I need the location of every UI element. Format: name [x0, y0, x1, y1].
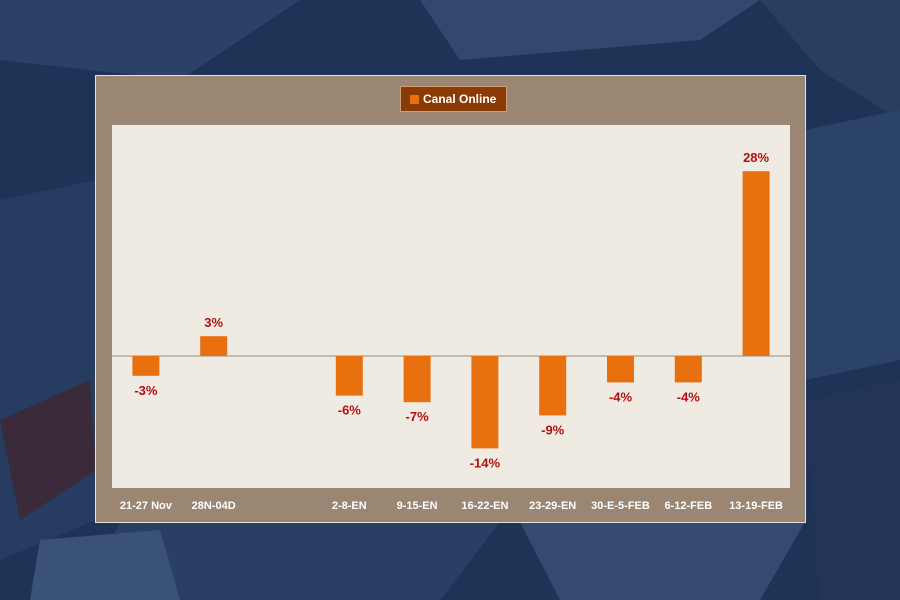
category-label: 13-19-FEB [729, 500, 783, 512]
bar [335, 356, 363, 396]
category-label: 28N-04D [192, 500, 236, 512]
data-label: -14% [470, 455, 501, 470]
category-label: 2-8-EN [332, 500, 367, 512]
data-label: -7% [406, 409, 430, 424]
data-label: -4% [677, 389, 701, 404]
category-label: 21-27 Nov [120, 500, 173, 512]
data-label: -4% [609, 389, 633, 404]
data-label: -6% [338, 403, 362, 418]
plot-area [112, 125, 790, 488]
bar [403, 356, 431, 403]
bar [200, 336, 228, 356]
data-label: 28% [743, 150, 769, 165]
chart-card: -3% 21-27 Nov 3% 28N-04D -6% 2-8-EN -7% 9-15-EN… [96, 76, 805, 522]
data-label: -3% [134, 383, 158, 398]
category-label: 30-E-5-FEB [591, 500, 650, 512]
bar [674, 356, 702, 383]
bar [471, 356, 499, 449]
bar [607, 356, 634, 383]
bar [539, 356, 567, 416]
bar [742, 171, 770, 356]
legend-label: Canal Online [423, 92, 497, 106]
category-label: 16-22-EN [461, 500, 508, 512]
data-label: 3% [204, 315, 223, 330]
legend-swatch [410, 94, 419, 104]
legend: Canal Online [400, 86, 508, 112]
bar-chart: -3% 21-27 Nov 3% 28N-04D -6% 2-8-EN -7% 9-15-EN… [112, 125, 790, 512]
category-label: 6-12-FEB [664, 500, 712, 512]
data-label: -9% [541, 422, 565, 437]
category-label: 9-15-EN [397, 500, 438, 512]
category-label: 23-29-EN [529, 500, 576, 512]
bar [132, 356, 160, 376]
